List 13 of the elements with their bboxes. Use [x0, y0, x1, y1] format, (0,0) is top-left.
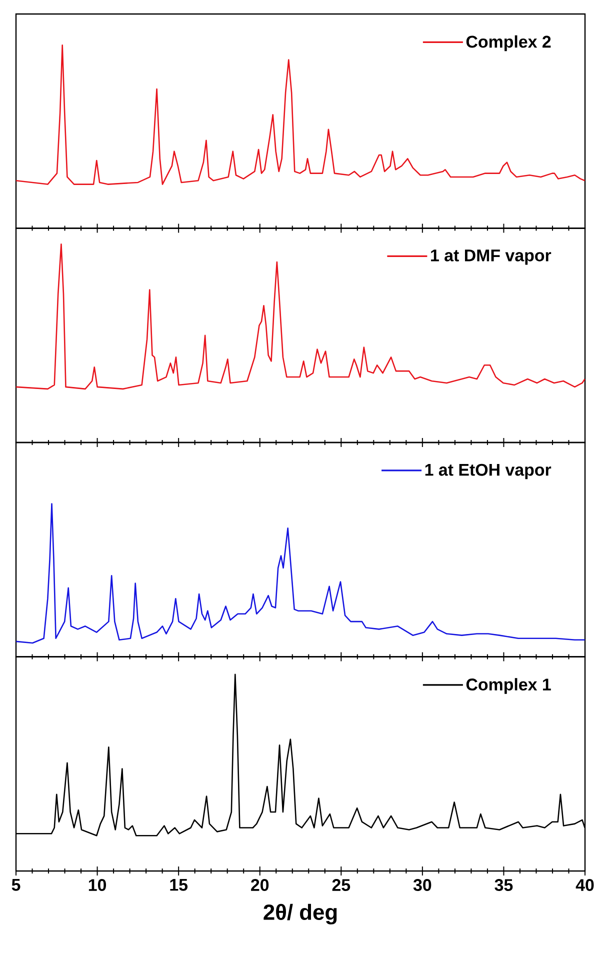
legend-label: Complex 1 [466, 678, 551, 694]
x-axis-title: 2θ/ deg [264, 904, 337, 924]
x-tick-label: 30 [413, 879, 432, 892]
legend-label: 1 at DMF vapor [431, 250, 552, 265]
x-tick-label: 15 [170, 879, 188, 891]
x-tick-label: 35 [494, 879, 513, 892]
legend-label: 1 at EtOH vapor [425, 464, 552, 480]
x-tick-label: 40 [576, 879, 594, 892]
legend-label: Complex 2 [466, 35, 551, 52]
x-tick-label: 20 [251, 879, 269, 892]
x-tick-label: 10 [88, 879, 106, 892]
x-tick-label: 25 [332, 879, 350, 892]
x-tick-label: 5 [12, 879, 20, 891]
